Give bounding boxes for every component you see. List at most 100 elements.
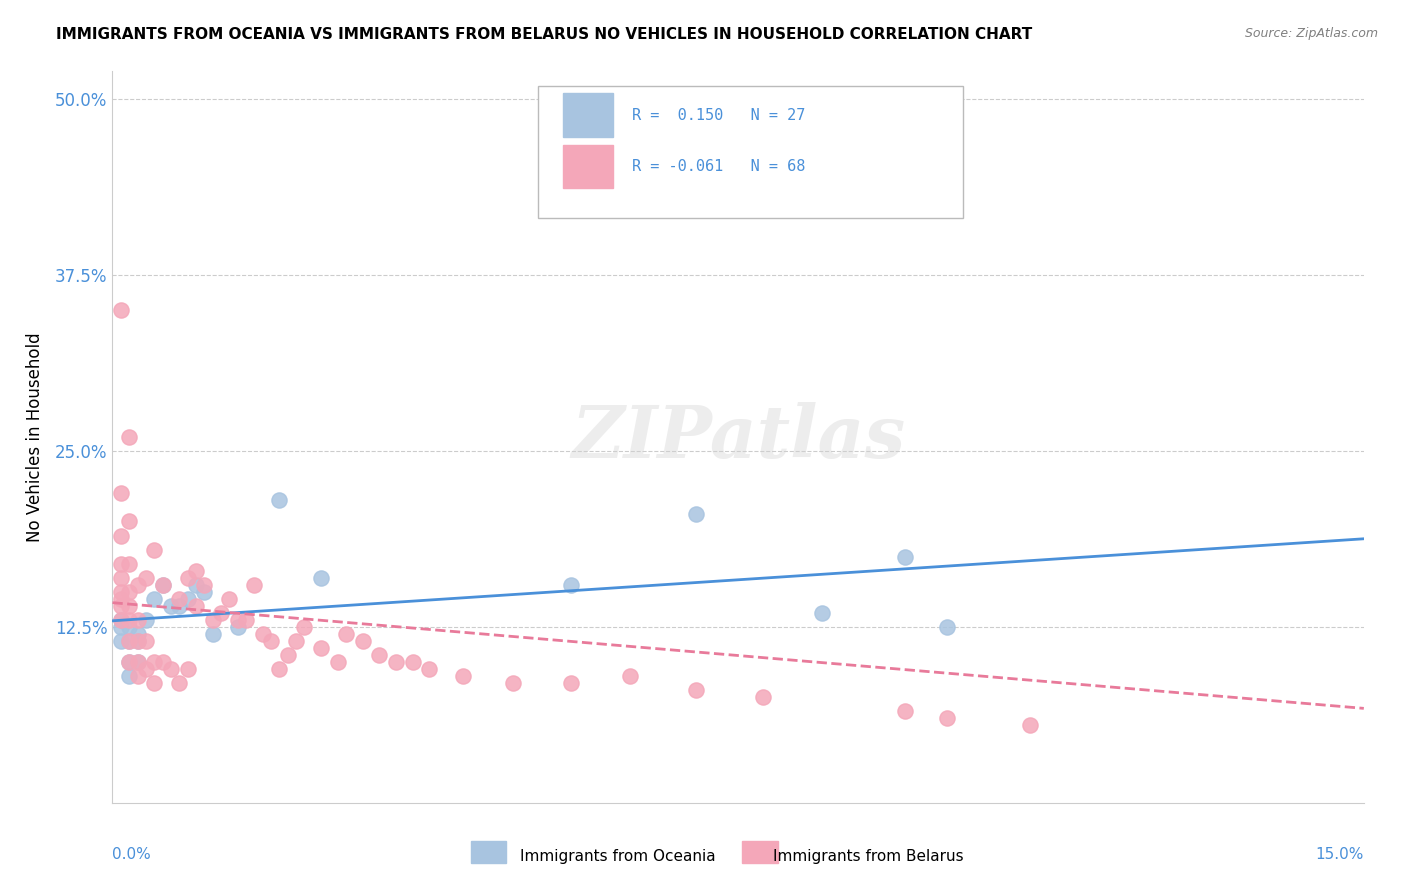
Point: [184, 564, 207, 578]
Point: [619, 669, 641, 683]
Point: [243, 578, 266, 592]
Point: [152, 578, 174, 592]
Point: [118, 634, 141, 648]
Point: [685, 508, 707, 522]
Point: [110, 303, 132, 318]
FancyBboxPatch shape: [471, 841, 506, 863]
FancyBboxPatch shape: [562, 94, 613, 137]
Point: [292, 620, 315, 634]
Point: [127, 634, 149, 648]
Point: [135, 662, 157, 676]
Text: 0.0%: 0.0%: [112, 847, 152, 862]
Point: [193, 578, 215, 592]
Point: [118, 655, 141, 669]
Point: [127, 669, 149, 683]
Text: R =  0.150   N = 27: R = 0.150 N = 27: [631, 108, 806, 123]
Point: [118, 515, 141, 529]
Point: [167, 591, 190, 606]
Point: [269, 662, 291, 676]
Point: [935, 711, 957, 725]
Point: [418, 662, 440, 676]
Point: [143, 676, 166, 690]
Point: [201, 627, 224, 641]
Point: [118, 634, 141, 648]
Point: [685, 683, 707, 698]
Point: [184, 599, 207, 613]
Point: [309, 571, 332, 585]
Point: [167, 599, 190, 613]
Point: [269, 493, 291, 508]
Point: [894, 705, 917, 719]
Point: [143, 591, 166, 606]
Point: [127, 655, 149, 669]
Point: [352, 634, 374, 648]
Point: [326, 655, 349, 669]
Y-axis label: No Vehicles in Household: No Vehicles in Household: [25, 332, 44, 542]
Point: [110, 613, 132, 627]
Point: [193, 584, 215, 599]
Point: [152, 655, 174, 669]
Point: [176, 662, 198, 676]
Point: [110, 599, 132, 613]
Point: [118, 613, 141, 627]
Point: [368, 648, 391, 662]
Point: [285, 634, 308, 648]
Point: [127, 634, 149, 648]
Point: [127, 627, 149, 641]
Point: [1019, 718, 1042, 732]
Point: [810, 198, 832, 212]
Text: R = -0.061   N = 68: R = -0.061 N = 68: [631, 159, 806, 174]
Point: [143, 655, 166, 669]
Point: [385, 655, 408, 669]
Point: [118, 599, 141, 613]
FancyBboxPatch shape: [742, 841, 778, 863]
Point: [176, 571, 198, 585]
Text: ZIPatlas: ZIPatlas: [571, 401, 905, 473]
Text: Immigrants from Oceania: Immigrants from Oceania: [520, 849, 716, 863]
Point: [118, 620, 141, 634]
Point: [135, 613, 157, 627]
Point: [209, 606, 232, 620]
Point: [110, 634, 132, 648]
Text: Immigrants from Belarus: Immigrants from Belarus: [773, 849, 965, 863]
Point: [502, 676, 524, 690]
Point: [451, 669, 474, 683]
Point: [226, 620, 249, 634]
Point: [176, 591, 198, 606]
Point: [335, 627, 357, 641]
Point: [402, 655, 425, 669]
Point: [184, 578, 207, 592]
Text: Source: ZipAtlas.com: Source: ZipAtlas.com: [1244, 27, 1378, 40]
Point: [235, 613, 257, 627]
Point: [118, 430, 141, 444]
Point: [160, 599, 183, 613]
Point: [201, 613, 224, 627]
Point: [110, 557, 132, 571]
Point: [277, 648, 299, 662]
Point: [118, 584, 141, 599]
Point: [127, 613, 149, 627]
Point: [752, 690, 775, 705]
Text: 15.0%: 15.0%: [1316, 847, 1364, 862]
Point: [143, 542, 166, 557]
Point: [810, 606, 832, 620]
FancyBboxPatch shape: [538, 86, 963, 218]
Point: [252, 627, 274, 641]
Point: [118, 655, 141, 669]
Point: [110, 613, 132, 627]
Point: [226, 613, 249, 627]
Point: [118, 669, 141, 683]
Point: [135, 571, 157, 585]
Point: [894, 549, 917, 564]
Point: [110, 528, 132, 542]
Point: [135, 634, 157, 648]
Point: [127, 578, 149, 592]
Point: [935, 620, 957, 634]
Point: [127, 655, 149, 669]
FancyBboxPatch shape: [562, 145, 613, 188]
Point: [160, 662, 183, 676]
Point: [110, 486, 132, 500]
Point: [152, 578, 174, 592]
Point: [218, 591, 240, 606]
Point: [110, 620, 132, 634]
